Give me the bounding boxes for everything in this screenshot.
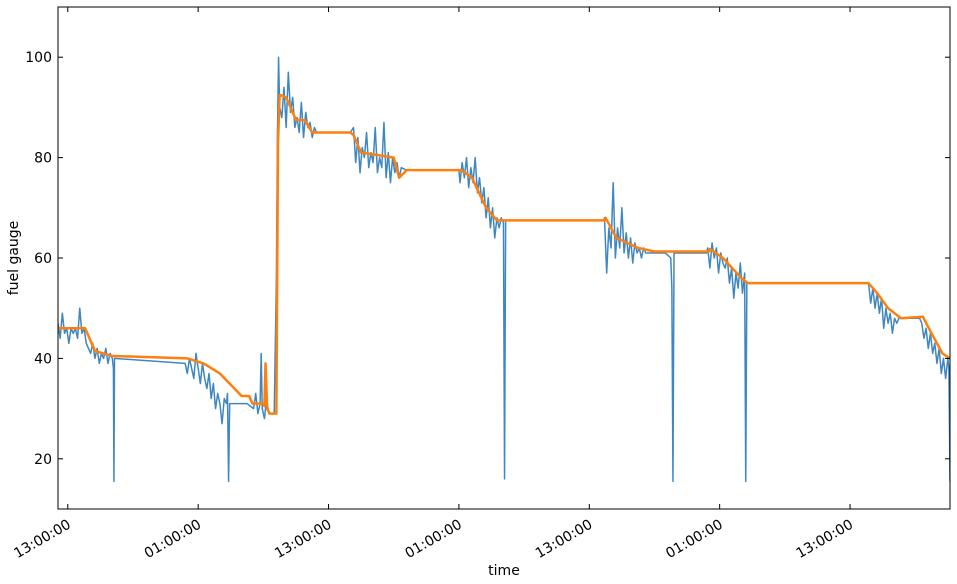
series-line [58, 93, 950, 415]
y-axis-label: fuel gauge [6, 221, 22, 296]
x-tick-label: 01:00:00 [142, 517, 204, 562]
x-tick-label: 13:00:00 [794, 517, 856, 562]
x-tick-label: 01:00:00 [402, 517, 464, 562]
x-axis-label: time [488, 563, 520, 579]
y-tick-label: 40 [34, 351, 52, 367]
x-tick-label: 13:00:00 [11, 517, 73, 562]
x-tick-label: 13:00:00 [533, 517, 595, 562]
series-line [58, 56, 950, 483]
y-tick-label: 60 [34, 251, 52, 267]
y-tick-label: 80 [34, 151, 52, 167]
y-tick-label: 100 [25, 50, 52, 66]
x-tick-label: 01:00:00 [663, 517, 725, 562]
y-tick-label: 20 [34, 452, 52, 468]
x-tick-label: 13:00:00 [272, 517, 334, 562]
